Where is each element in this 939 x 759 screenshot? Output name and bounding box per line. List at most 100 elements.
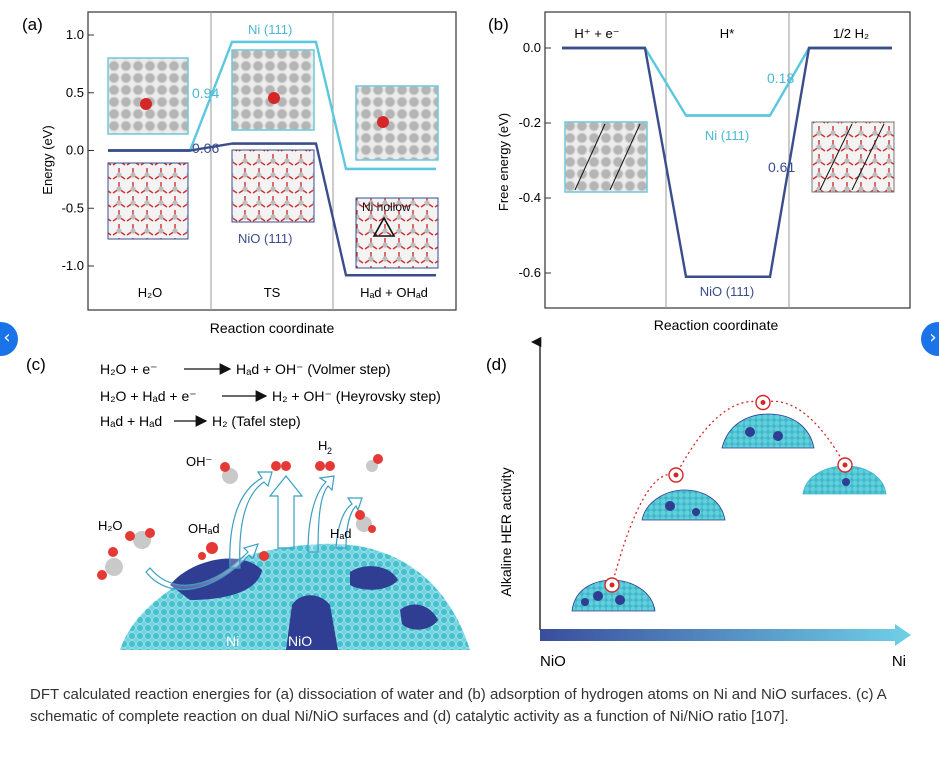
y-tick-label: -0.2 bbox=[519, 115, 541, 130]
ni-hollow-label: Ni hollow bbox=[362, 200, 411, 214]
y-tick-label: 0.0 bbox=[66, 143, 84, 158]
ni-series-label-a: Ni (111) bbox=[248, 22, 292, 37]
series-lines-a bbox=[108, 40, 436, 277]
hydroxide-icon bbox=[220, 462, 238, 484]
panel-c: (c) H₂O + e⁻ Hₐd + OH⁻ (Volmer step) H₂O… bbox=[26, 355, 470, 650]
flow-arrow-icon bbox=[335, 497, 363, 549]
activity-point-center bbox=[760, 400, 766, 405]
cell-boundary bbox=[819, 123, 885, 191]
x-left-label: NiO bbox=[540, 653, 566, 670]
previous-image-button[interactable]: ‹ bbox=[0, 322, 18, 356]
y-tick-label: 1.0 bbox=[66, 27, 84, 42]
nio-domain bbox=[665, 501, 675, 511]
stage-label-a-2: TS bbox=[264, 285, 281, 300]
h2-label-subscript: 2 bbox=[327, 446, 332, 456]
hollow-site-triangle-icon bbox=[372, 216, 396, 237]
nio-domain bbox=[615, 595, 625, 605]
plot-frame-b bbox=[544, 11, 911, 309]
y-axis-b: 0.0 -0.2 -0.4 -0.6 bbox=[519, 40, 551, 280]
series-line bbox=[562, 46, 892, 117]
nio-step-label: 0.61 bbox=[768, 159, 795, 175]
nio-cluster bbox=[400, 604, 438, 630]
tafel-rhs: H₂ (Tafel step) bbox=[212, 413, 301, 429]
nio-domain bbox=[773, 431, 783, 441]
ni-h2o-structure bbox=[107, 57, 189, 135]
panel-a: (a) 1.0 0.5 0.0 -0.5 -1.0 Energy (eV) Reacti… bbox=[22, 11, 457, 336]
chevron-right-icon: › bbox=[929, 327, 937, 348]
stage-label-b-2: H* bbox=[720, 26, 734, 41]
nanoparticle-optimal bbox=[721, 413, 815, 449]
activity-trend bbox=[604, 394, 853, 593]
oxygen-atom-icon bbox=[268, 92, 280, 104]
hydrogen-molecule-icon bbox=[315, 461, 335, 471]
cell-boundary bbox=[574, 123, 641, 191]
y-tick-label: 0.0 bbox=[523, 40, 541, 55]
x-axis-label-b: Reaction coordinate bbox=[654, 317, 779, 333]
stage-label-a-1: H₂O bbox=[138, 285, 163, 300]
figure-caption: DFT calculated reaction energies for (a)… bbox=[30, 686, 886, 725]
y-axis-label-b: Free energy (eV) bbox=[496, 113, 511, 211]
nio-ts-structure bbox=[231, 149, 315, 223]
x-axis-label-a: Reaction coordinate bbox=[210, 320, 335, 336]
heyrovsky-rhs: H₂ + OH⁻ (Heyrovsky step) bbox=[272, 388, 441, 404]
ni-region-label: Ni bbox=[226, 633, 239, 649]
y-tick-label: -0.4 bbox=[519, 190, 541, 205]
water-label: H₂O bbox=[98, 518, 123, 533]
y-axis-label-a: Energy (eV) bbox=[40, 125, 55, 194]
stage-label-a-3: Hₐd + OHₐd bbox=[360, 285, 428, 300]
figure: (a) 1.0 0.5 0.0 -0.5 -1.0 Energy (eV) Reacti… bbox=[22, 11, 911, 670]
composition-arrow bbox=[540, 624, 911, 646]
hydrogen-atom-icon bbox=[259, 551, 269, 561]
nio-domain bbox=[593, 591, 603, 601]
nio-barrier-label: 0.06 bbox=[192, 140, 219, 156]
adsorbed-h-icon bbox=[355, 510, 376, 533]
nio-final-structure bbox=[355, 197, 439, 269]
y-tick-label: -0.6 bbox=[519, 265, 541, 280]
h-ad-label: Hₐd bbox=[330, 526, 351, 541]
water-molecule-icon bbox=[97, 547, 123, 580]
x-right-label: Ni bbox=[892, 653, 906, 670]
trend-line bbox=[611, 400, 846, 586]
ni-ts-structure bbox=[231, 49, 315, 131]
stage-label-b-3: 1/2 H₂ bbox=[833, 26, 869, 41]
h2-label: H bbox=[318, 438, 327, 453]
oxygen-atom-icon bbox=[140, 98, 152, 110]
chevron-left-icon: ‹ bbox=[3, 327, 11, 348]
ni-series-label-b: Ni (111) bbox=[705, 128, 749, 143]
panel-label-b: (b) bbox=[488, 15, 509, 34]
nio-domain bbox=[581, 598, 589, 606]
stage-label-b-1: H⁺ + e⁻ bbox=[574, 26, 619, 41]
panel-b: (b) 0.0 -0.2 -0.4 -0.6 Free energy (eV) Rea… bbox=[488, 11, 911, 333]
nio-domain bbox=[842, 478, 850, 486]
nio-domain bbox=[692, 508, 700, 516]
nanoparticle-balanced bbox=[641, 489, 726, 521]
hydroxide-icon bbox=[366, 454, 383, 472]
nio-h-structure bbox=[811, 121, 895, 193]
hydroxide-label: OH⁻ bbox=[186, 454, 212, 469]
next-image-button[interactable]: › bbox=[921, 322, 939, 356]
flow-arrow-icon bbox=[268, 475, 304, 549]
nio-domain bbox=[745, 427, 755, 437]
panel-label-c: (c) bbox=[26, 355, 46, 374]
ni-final-structure bbox=[355, 85, 439, 161]
y-axis-a: 1.0 0.5 0.0 -0.5 -1.0 bbox=[62, 27, 94, 273]
activity-point-center bbox=[842, 462, 848, 468]
nio-cluster bbox=[350, 566, 398, 590]
nio-cluster bbox=[286, 595, 338, 650]
ni-barrier-label: 0.94 bbox=[192, 85, 219, 101]
oxygen-atom-icon bbox=[377, 116, 389, 128]
y-tick-label: -1.0 bbox=[62, 258, 84, 273]
ni-step-label: 0.18 bbox=[767, 70, 794, 86]
nio-series-label-b: NiO (111) bbox=[700, 284, 754, 299]
flow-arrow-icon bbox=[307, 475, 335, 553]
tafel-lhs: Hₐd + Hₐd bbox=[100, 413, 162, 429]
panel-d: (d) Alkaline HER activity NiO Ni bbox=[486, 336, 911, 670]
activity-point-center bbox=[673, 472, 679, 478]
oxygen-pair-icon bbox=[271, 461, 291, 471]
series-lines-b bbox=[562, 46, 892, 278]
water-molecule-icon bbox=[125, 528, 155, 549]
y-tick-label: 0.5 bbox=[66, 85, 84, 100]
plot-frame-a bbox=[87, 11, 457, 311]
volmer-rhs: Hₐd + OH⁻ (Volmer step) bbox=[236, 361, 391, 377]
flow-arrow-icon bbox=[229, 471, 273, 569]
